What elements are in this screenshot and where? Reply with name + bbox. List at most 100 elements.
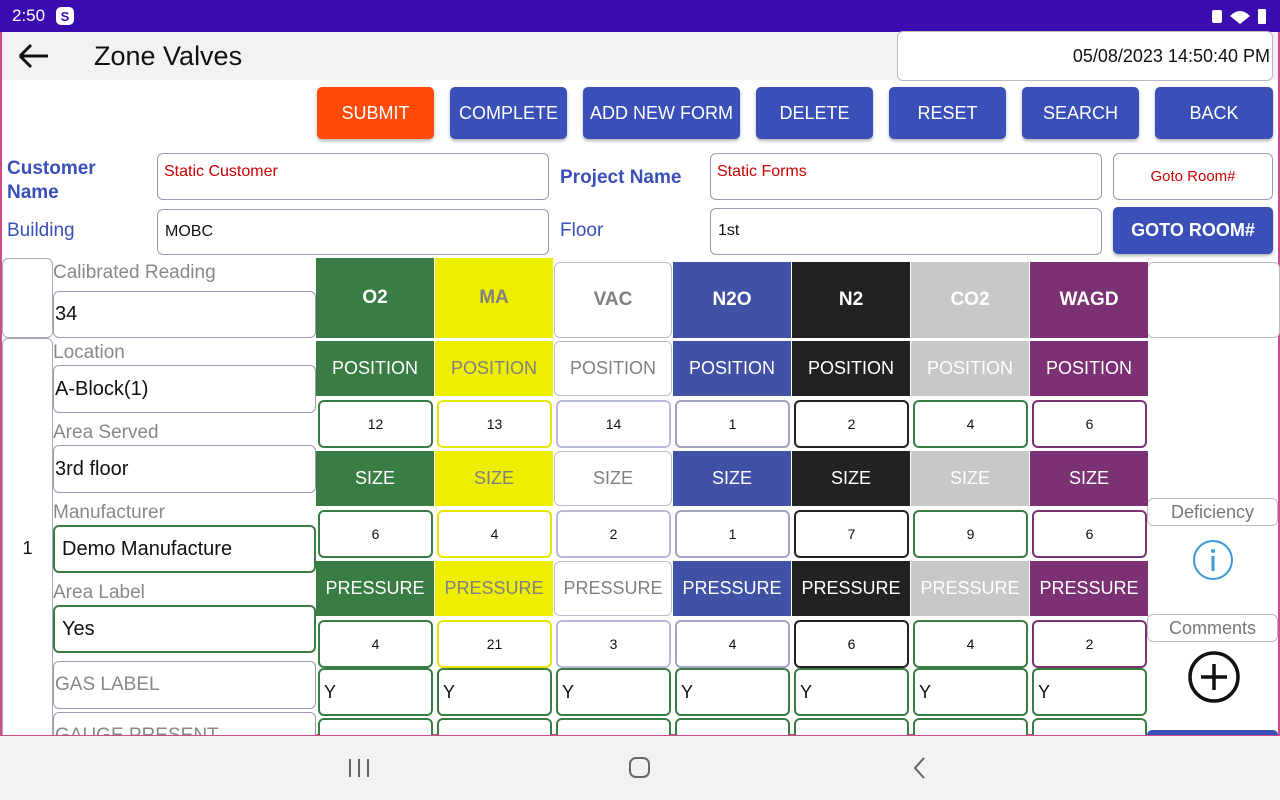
nav-bar bbox=[0, 736, 1280, 800]
value-input[interactable]: 6 bbox=[318, 510, 433, 558]
action-button[interactable]: SEARCH bbox=[1022, 87, 1139, 139]
building-label: Building bbox=[7, 220, 75, 241]
field-input[interactable]: Demo Manufacture bbox=[53, 525, 316, 573]
row-label: POSITION bbox=[316, 341, 434, 396]
field-label: Calibrated Reading bbox=[53, 262, 216, 283]
customer-input[interactable]: Static Customer bbox=[157, 153, 549, 200]
row-label: PRESSURE bbox=[792, 561, 910, 616]
action-button[interactable]: SUBMIT bbox=[317, 87, 434, 139]
status-time: 2:50 bbox=[12, 6, 46, 25]
row-label: PRESSURE bbox=[911, 561, 1029, 616]
gas-label-input[interactable]: Y bbox=[318, 668, 433, 716]
gas-header: WAGD bbox=[1030, 262, 1148, 338]
side-blank bbox=[1147, 262, 1280, 338]
gauge-input[interactable] bbox=[794, 718, 909, 735]
gas-label-input[interactable]: Y bbox=[794, 668, 909, 716]
back-arrow[interactable] bbox=[16, 42, 52, 70]
customer-label: Customer Name bbox=[7, 158, 96, 203]
field-input[interactable]: 34 bbox=[53, 291, 316, 338]
project-label: Project Name bbox=[560, 167, 682, 188]
row-label: SIZE bbox=[911, 451, 1029, 506]
gas-label-input[interactable]: Y bbox=[556, 668, 671, 716]
value-input[interactable]: 21 bbox=[437, 620, 552, 668]
value-input[interactable]: 4 bbox=[913, 400, 1028, 448]
action-button[interactable]: COMPLETE bbox=[450, 87, 567, 139]
value-input[interactable]: 6 bbox=[1032, 510, 1147, 558]
action-button[interactable]: BACK bbox=[1155, 87, 1273, 139]
nav-recent[interactable] bbox=[340, 756, 380, 780]
field-input[interactable]: A-Block(1) bbox=[53, 365, 316, 413]
comments-label: Comments bbox=[1147, 614, 1278, 642]
row-label: POSITION bbox=[435, 341, 553, 396]
extra-row: GAUGE PRESENT bbox=[53, 712, 316, 735]
value-input[interactable]: 2 bbox=[556, 510, 671, 558]
value-input[interactable]: 2 bbox=[794, 400, 909, 448]
value-input[interactable]: 3 bbox=[556, 620, 671, 668]
gas-header: N2O bbox=[673, 262, 791, 338]
gas-label-input[interactable]: Y bbox=[675, 668, 790, 716]
status-icons bbox=[1212, 9, 1266, 24]
gauge-input[interactable] bbox=[318, 718, 433, 735]
value-input[interactable]: 13 bbox=[437, 400, 552, 448]
value-input[interactable]: 9 bbox=[913, 510, 1028, 558]
nav-home[interactable] bbox=[620, 754, 660, 782]
gauge-input[interactable] bbox=[437, 718, 552, 735]
info-icon[interactable] bbox=[1191, 538, 1235, 582]
gauge-input[interactable] bbox=[1032, 718, 1147, 735]
value-input[interactable]: 1 bbox=[675, 400, 790, 448]
value-input[interactable]: 7 bbox=[794, 510, 909, 558]
value-input[interactable]: 14 bbox=[556, 400, 671, 448]
value-input[interactable]: 4 bbox=[437, 510, 552, 558]
side-button[interactable] bbox=[1147, 730, 1278, 735]
goto-room-input[interactable]: Goto Room# bbox=[1113, 153, 1273, 200]
value-input[interactable]: 4 bbox=[675, 620, 790, 668]
field-input[interactable]: 3rd floor bbox=[53, 445, 316, 493]
gauge-input[interactable] bbox=[556, 718, 671, 735]
deficiency-label: Deficiency bbox=[1147, 498, 1278, 526]
row-label: POSITION bbox=[792, 341, 910, 396]
goto-room-button[interactable]: GOTO ROOM# bbox=[1113, 207, 1273, 254]
row-label: PRESSURE bbox=[1030, 561, 1148, 616]
field-label: Area Served bbox=[53, 422, 159, 443]
floor-label: Floor bbox=[560, 220, 604, 241]
value-input[interactable]: 6 bbox=[794, 620, 909, 668]
status-bar: 2:50 S bbox=[0, 0, 1280, 32]
field-input[interactable]: Yes bbox=[53, 605, 316, 653]
action-button[interactable]: ADD NEW FORM bbox=[583, 87, 740, 139]
row-number: 1 bbox=[2, 338, 53, 735]
project-input[interactable]: Static Forms bbox=[710, 153, 1102, 200]
valve-grid: 1 Deficiency Comments Calibrated Reading… bbox=[0, 256, 1280, 735]
add-comment-icon[interactable] bbox=[1186, 649, 1242, 705]
row-label: PRESSURE bbox=[435, 561, 553, 616]
row-label: SIZE bbox=[554, 451, 672, 506]
gas-header: CO2 bbox=[911, 262, 1029, 338]
gauge-input[interactable] bbox=[913, 718, 1028, 735]
gas-header: N2 bbox=[792, 262, 910, 338]
value-input[interactable]: 6 bbox=[1032, 400, 1147, 448]
row-label: PRESSURE bbox=[316, 561, 434, 616]
value-input[interactable]: 4 bbox=[318, 620, 433, 668]
row-number-header bbox=[2, 258, 53, 338]
value-input[interactable]: 4 bbox=[913, 620, 1028, 668]
field-label: Manufacturer bbox=[53, 502, 165, 523]
value-input[interactable]: 2 bbox=[1032, 620, 1147, 668]
action-button[interactable]: RESET bbox=[889, 87, 1006, 139]
gauge-input[interactable] bbox=[675, 718, 790, 735]
field-label: Area Label bbox=[53, 582, 145, 603]
gas-header: VAC bbox=[554, 262, 672, 338]
floor-input[interactable]: 1st bbox=[710, 208, 1102, 255]
building-input[interactable]: MOBC bbox=[157, 209, 549, 255]
row-label: PRESSURE bbox=[554, 561, 672, 616]
gas-header: O2 bbox=[316, 258, 434, 338]
gas-label-input[interactable]: Y bbox=[913, 668, 1028, 716]
gas-label-input[interactable]: Y bbox=[1032, 668, 1147, 716]
gas-label-input[interactable]: Y bbox=[437, 668, 552, 716]
row-label: POSITION bbox=[673, 341, 791, 396]
nav-back[interactable] bbox=[900, 754, 940, 782]
value-input[interactable]: 1 bbox=[675, 510, 790, 558]
action-button[interactable]: DELETE bbox=[756, 87, 873, 139]
row-label: PRESSURE bbox=[673, 561, 791, 616]
row-label: SIZE bbox=[435, 451, 553, 506]
value-input[interactable]: 12 bbox=[318, 400, 433, 448]
